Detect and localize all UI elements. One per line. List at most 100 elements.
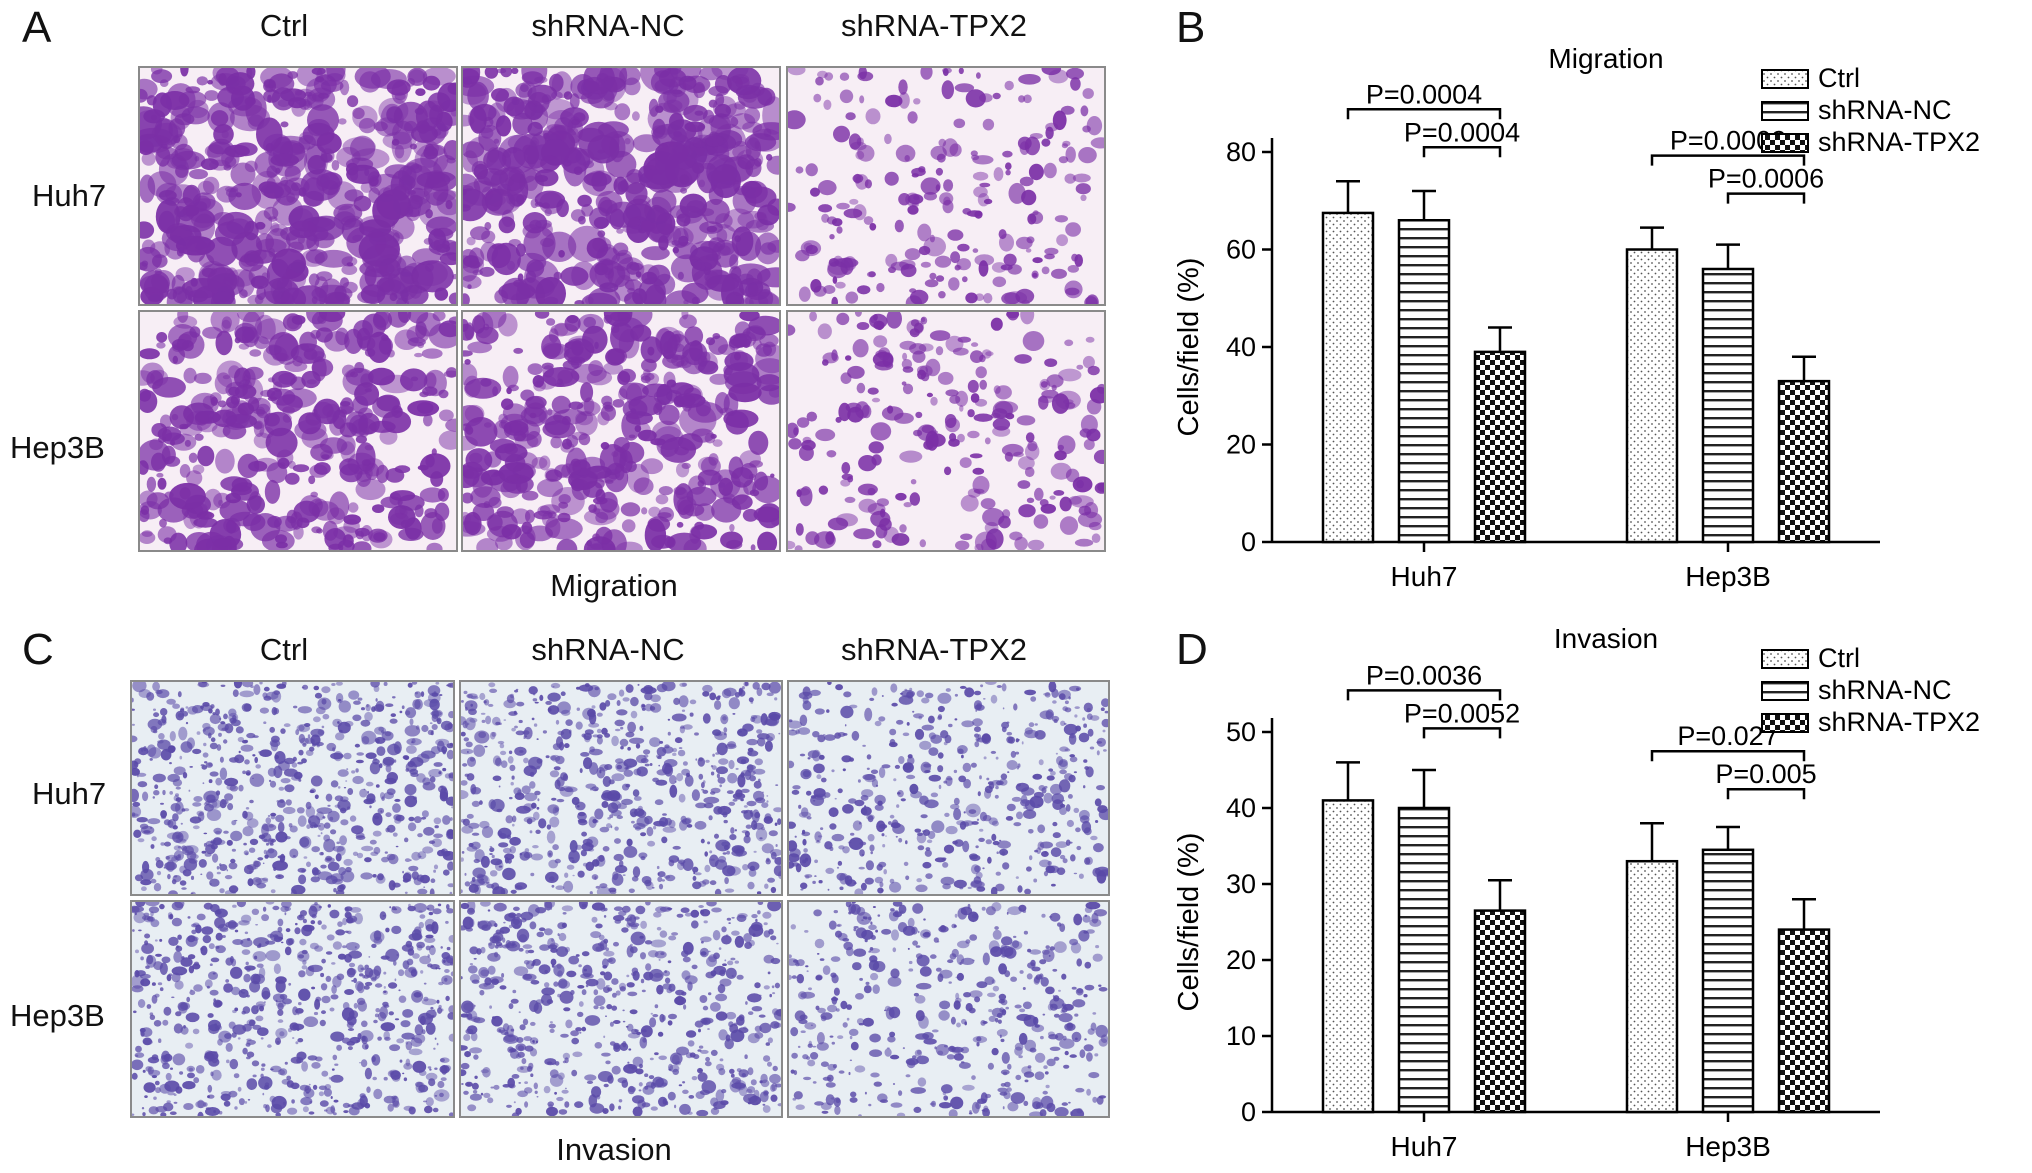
- micrograph-migration-huh7-ctrl: [138, 66, 458, 306]
- chart-title: Invasion: [1554, 623, 1658, 654]
- p-value-label: P=0.0052: [1404, 698, 1520, 728]
- bar: [1473, 350, 1527, 544]
- y-tick-label: 60: [1226, 235, 1256, 265]
- micrograph-texture: [132, 902, 453, 1116]
- significance-bracket: [1422, 727, 1502, 739]
- bar: [1625, 859, 1679, 1114]
- bar: [1321, 211, 1375, 544]
- y-axis-label: Cells/field (%): [1173, 833, 1205, 1012]
- bar: [1473, 909, 1527, 1114]
- legend-swatch: [1761, 69, 1809, 89]
- p-value-label: P=0.0004: [1404, 117, 1520, 147]
- significance-bracket: [1346, 689, 1502, 701]
- caption-migration: Migration: [550, 568, 678, 603]
- row-label-hep3b: Hep3B: [10, 430, 105, 465]
- caption-invasion: Invasion: [556, 1132, 672, 1167]
- column-header-shrna-tpx2: shRNA-TPX2: [840, 8, 1028, 43]
- micrograph-migration-hep3b-shrna-nc: [461, 310, 781, 552]
- legend-swatch: [1761, 713, 1809, 733]
- significance-bracket: [1422, 146, 1502, 158]
- panel-letter-c: C: [22, 625, 54, 674]
- y-tick-label: 80: [1226, 137, 1256, 167]
- column-header-shrna-nc-invasion: shRNA-NC: [531, 632, 685, 667]
- micrograph-invasion-hep3b-ctrl: [130, 900, 455, 1118]
- legend-label: shRNA-TPX2: [1818, 127, 1980, 157]
- legend-label: shRNA-NC: [1818, 95, 1952, 125]
- significance-bracket: [1726, 192, 1806, 204]
- micrograph-migration-huh7-shrna-nc: [461, 66, 781, 306]
- chart-svg-B: Migration Cells/field (%) 0 20 40 60 80 Huh7 Hep…: [1173, 43, 1980, 592]
- x-tick-label: Hep3B: [1685, 1131, 1771, 1162]
- p-value-label: P=0.0006: [1708, 164, 1824, 194]
- significance-bracket: [1346, 108, 1502, 120]
- y-tick-label: 20: [1226, 945, 1256, 975]
- column-header-shrna-tpx2-invasion: shRNA-TPX2: [840, 632, 1028, 667]
- y-tick-label: 30: [1226, 869, 1256, 899]
- y-tick-label: 0: [1241, 1097, 1256, 1127]
- y-axis-label: Cells/field (%): [1173, 258, 1205, 437]
- y-tick-label: 0: [1241, 527, 1256, 557]
- significance-bracket: [1650, 749, 1806, 762]
- bar: [1701, 267, 1755, 544]
- bar: [1777, 379, 1831, 544]
- micrograph-texture: [461, 902, 781, 1116]
- legend-label: shRNA-TPX2: [1818, 707, 1980, 737]
- column-header-ctrl-invasion: Ctrl: [259, 632, 309, 667]
- chart-title: Migration: [1548, 43, 1663, 74]
- micrograph-texture: [788, 312, 1104, 550]
- bar: [1701, 848, 1755, 1114]
- column-header-ctrl: Ctrl: [259, 8, 309, 43]
- row-label-hep3b-invasion: Hep3B: [10, 998, 105, 1033]
- micrograph-migration-hep3b-ctrl: [138, 310, 458, 552]
- micrograph-invasion-huh7-shrna-tpx2: [787, 680, 1110, 896]
- micrograph-texture: [789, 682, 1108, 894]
- y-tick-label: 40: [1226, 793, 1256, 823]
- legend-swatch: [1761, 101, 1809, 121]
- micrograph-migration-hep3b-shrna-tpx2: [786, 310, 1106, 552]
- panel-letter-b: B: [1176, 3, 1206, 52]
- micrograph-texture: [463, 312, 779, 550]
- row-label-huh7: Huh7: [32, 178, 107, 213]
- micrograph-texture: [463, 68, 779, 304]
- p-value-label: P=0.005: [1715, 759, 1816, 789]
- micrograph-invasion-huh7-shrna-nc: [459, 680, 783, 896]
- legend-label: Ctrl: [1818, 643, 1860, 673]
- y-tick-label: 20: [1226, 430, 1256, 460]
- chart-migration: Migration Cells/field (%) 0 20 40 60 80 Huh7 Hep…: [1160, 30, 2032, 600]
- significance-bracket: [1650, 154, 1806, 166]
- p-value-label: P=0.0004: [1366, 79, 1482, 109]
- y-tick-label: 10: [1226, 1021, 1256, 1051]
- bar: [1397, 806, 1451, 1114]
- micrograph-texture: [788, 68, 1104, 304]
- legend-swatch: [1761, 681, 1809, 701]
- chart-invasion: Invasion Cells/field (%) 0 10 20 30 40 50 Huh7 He…: [1160, 610, 2032, 1170]
- significance-bracket: [1726, 787, 1806, 800]
- legend-label: shRNA-NC: [1818, 675, 1952, 705]
- micrograph-invasion-huh7-ctrl: [130, 680, 455, 896]
- micrograph-invasion-hep3b-shrna-nc: [459, 900, 783, 1118]
- micrograph-texture: [789, 902, 1108, 1116]
- bar: [1321, 799, 1375, 1114]
- y-tick-label: 40: [1226, 332, 1256, 362]
- micrograph-texture: [132, 682, 453, 894]
- micrograph-migration-huh7-shrna-tpx2: [786, 66, 1106, 306]
- panel-letter-a: A: [22, 3, 52, 52]
- y-tick-label: 50: [1226, 717, 1256, 747]
- p-value-label: P=0.0036: [1366, 660, 1482, 690]
- chart-svg-D: Invasion Cells/field (%) 0 10 20 30 40 50 Huh7 He…: [1173, 623, 1980, 1162]
- bar: [1777, 928, 1831, 1114]
- micrograph-texture: [140, 68, 456, 304]
- legend-label: Ctrl: [1818, 63, 1860, 93]
- x-tick-label: Huh7: [1391, 561, 1458, 592]
- x-tick-label: Hep3B: [1685, 561, 1771, 592]
- column-header-shrna-nc: shRNA-NC: [531, 8, 685, 43]
- micrograph-texture: [140, 312, 456, 550]
- legend-swatch: [1761, 649, 1809, 669]
- bar: [1397, 219, 1451, 544]
- legend-swatch: [1761, 133, 1809, 153]
- micrograph-texture: [461, 682, 781, 894]
- x-tick-label: Huh7: [1391, 1131, 1458, 1162]
- bar: [1625, 248, 1679, 544]
- micrograph-invasion-hep3b-shrna-tpx2: [787, 900, 1110, 1118]
- panel-letter-d: D: [1176, 625, 1208, 674]
